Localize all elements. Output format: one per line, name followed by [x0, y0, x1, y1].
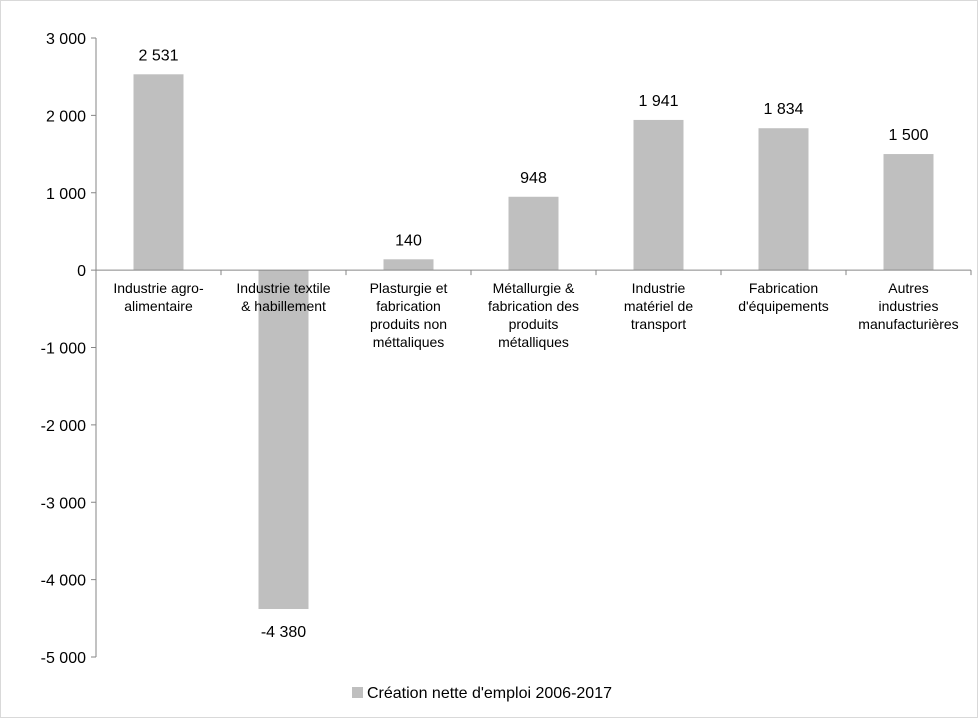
- bars: 2 531 -4 380 140 948 1 941 1 834 1 500: [133, 47, 934, 641]
- legend: Création nette d'emploi 2006-2017: [352, 685, 612, 702]
- y-tick-label: -2 000: [41, 418, 86, 435]
- bar: [258, 270, 309, 610]
- bar: [383, 259, 434, 271]
- category-label: & habillement: [241, 298, 326, 314]
- bar: [133, 74, 184, 271]
- y-tick-label: 1 000: [46, 186, 86, 203]
- category-label: transport: [631, 316, 686, 332]
- category-label: manufacturières: [858, 316, 958, 332]
- category-label: Plasturgie et: [370, 280, 448, 296]
- data-label: 1 500: [888, 127, 928, 144]
- data-label: -4 380: [261, 624, 306, 641]
- category-label: Métallurgie &: [493, 280, 575, 296]
- y-tick-label: -1 000: [41, 341, 86, 358]
- data-label: 948: [520, 170, 547, 187]
- category-label: produits non: [370, 316, 447, 332]
- y-axis: 3 000 2 000 1 000 0 -1 000 -2 000 -3 000 -4 000…: [41, 31, 97, 667]
- x-axis: Industrie agro-alimentaire Industrie text…: [95, 269, 972, 350]
- category-label: d'équipements: [738, 298, 829, 314]
- category-label: produits: [509, 316, 559, 332]
- category-label: matériel de: [624, 298, 693, 314]
- bar: [633, 119, 684, 271]
- category-label: Fabrication: [749, 280, 818, 296]
- legend-swatch: [352, 687, 363, 698]
- category-label: métalliques: [498, 334, 569, 350]
- category-label: méttaliques: [373, 334, 445, 350]
- data-label: 2 531: [138, 47, 178, 64]
- data-label: 1 834: [763, 101, 803, 118]
- y-tick-label: 2 000: [46, 108, 86, 125]
- y-tick-label: -4 000: [41, 573, 86, 590]
- category-label: Industrie agro-: [113, 280, 204, 296]
- category-label: Autres: [888, 280, 928, 296]
- bar: [508, 196, 559, 271]
- category-label: alimentaire: [124, 298, 193, 314]
- category-label: Industrie: [632, 280, 686, 296]
- y-tick-label: 0: [77, 263, 86, 280]
- legend-label: Création nette d'emploi 2006-2017: [367, 685, 612, 702]
- y-tick-label: -5 000: [41, 650, 86, 667]
- data-label: 140: [395, 232, 422, 249]
- category-label: fabrication: [376, 298, 441, 314]
- bar: [758, 128, 809, 271]
- category-label: Industrie textile: [236, 280, 330, 296]
- category-label: fabrication des: [488, 298, 579, 314]
- data-label: 1 941: [638, 93, 678, 110]
- category-label: industries: [879, 298, 939, 314]
- y-tick-label: 3 000: [46, 31, 86, 48]
- bar: [883, 154, 934, 271]
- y-tick-label: -3 000: [41, 495, 86, 512]
